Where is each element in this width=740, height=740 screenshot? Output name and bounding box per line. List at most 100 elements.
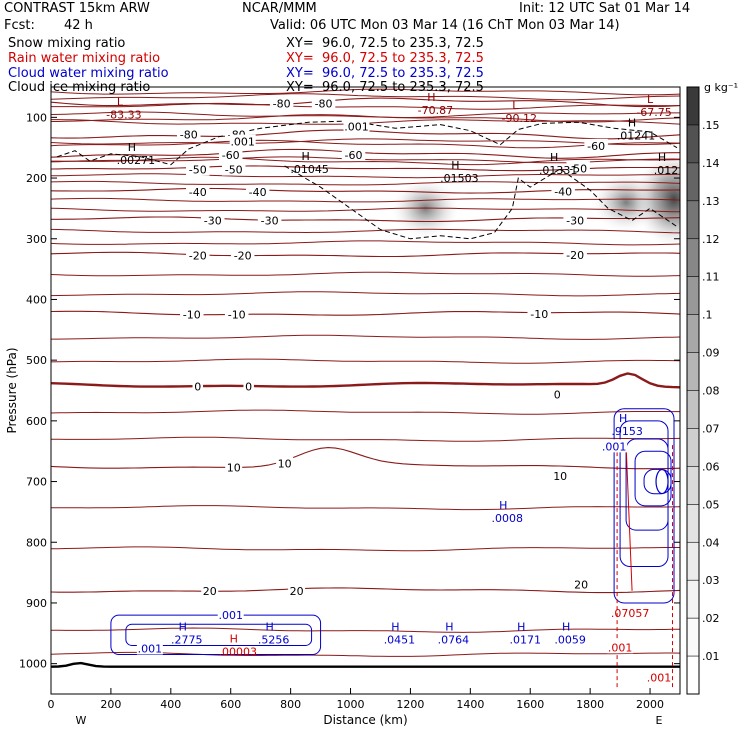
extremum-marker: H xyxy=(128,141,136,154)
temperature-label: -80 xyxy=(273,97,291,110)
extremum-value: .07057 xyxy=(611,607,650,620)
temperature-contour-minor xyxy=(51,291,680,297)
contour-labels: -80-80-80-80-60-60-60-50-50-50-40-40-40-… xyxy=(106,91,678,685)
extremum-marker: L xyxy=(117,95,124,108)
temperature-label: -80 xyxy=(315,97,333,110)
temperature-label: 0 xyxy=(245,380,252,393)
extremum-value: .0764 xyxy=(438,633,470,646)
contour-value-label-bg xyxy=(646,670,673,684)
cloud-water-contour xyxy=(655,468,669,495)
x-tick-label: 800 xyxy=(280,698,301,711)
temperature-label: -10 xyxy=(228,309,246,322)
colorbar-swatch xyxy=(687,162,699,202)
colorbar-swatch xyxy=(687,390,699,429)
temperature-contour-minor xyxy=(51,197,680,203)
extremum-marker: H xyxy=(451,159,459,172)
temperature-label-bg xyxy=(572,577,590,591)
contour-value-label: .001 xyxy=(230,136,255,149)
contour-value-label-bg xyxy=(601,439,628,453)
temperature-label: -30 xyxy=(204,215,222,228)
temperature-contour xyxy=(51,97,680,108)
temperature-contour-minor xyxy=(51,228,680,234)
y-tick-label: 400 xyxy=(26,293,47,306)
colorbar-swatch xyxy=(687,238,699,278)
colorbar-tick-label: .05 xyxy=(702,498,720,511)
temperature-label: -20 xyxy=(566,249,584,262)
y-tick-label: 600 xyxy=(26,415,47,428)
contour-value-label: .001 xyxy=(602,440,627,453)
y-tick-label: 200 xyxy=(26,172,47,185)
extremum-marker: H xyxy=(658,151,666,164)
extremum-marker: H xyxy=(179,620,187,633)
colorbar-tick-label: .08 xyxy=(702,385,720,398)
colorbar-swatch xyxy=(687,428,699,467)
y-tick-label: 700 xyxy=(26,476,47,489)
extremum-marker: H xyxy=(391,620,399,633)
temperature-label-bg xyxy=(186,185,210,199)
temperature-label: 20 xyxy=(574,579,588,592)
temperature-label: -40 xyxy=(554,185,572,198)
temperature-contour-minor xyxy=(51,139,680,149)
cloud-water-contour xyxy=(643,468,672,495)
temperature-label: -40 xyxy=(249,186,267,199)
field-xy-cloud-ice: XY= 96.0, 72.5 to 235.3, 72.5 xyxy=(286,80,484,95)
temperature-label-bg xyxy=(225,460,243,474)
colorbar-swatch xyxy=(687,87,699,126)
x-tick-label: 200 xyxy=(100,698,121,711)
extremum-value: .5256 xyxy=(258,633,290,646)
temperature-label-bg xyxy=(551,469,569,483)
terrain-line xyxy=(51,661,680,668)
plot-frame xyxy=(50,86,681,695)
colorbar-swatch xyxy=(687,276,699,316)
extremum-marker: H xyxy=(445,620,453,633)
temperature-contour-minor xyxy=(51,180,680,186)
extremum-value: .012 xyxy=(654,164,679,177)
temperature-contour xyxy=(51,447,680,470)
extremum-value: -67.75 xyxy=(636,106,671,119)
temperature-label-bg xyxy=(177,127,201,141)
temperature-label: -50 xyxy=(189,164,207,177)
valid-time: Valid: 06 UTC Mon 03 Mar 14 (16 ChT Mon … xyxy=(270,18,620,33)
colorbar-swatch xyxy=(687,656,699,694)
temperature-contour-minor xyxy=(51,627,680,633)
cloud-water-contour xyxy=(613,408,675,604)
init-time: Init: 12 UTC Sat 01 Mar 14 xyxy=(519,1,691,16)
extremum-value: .0008 xyxy=(492,512,524,525)
extremum-marker: H xyxy=(619,412,627,425)
extremum-value: .2775 xyxy=(171,633,203,646)
x-axis-label: Distance (km) xyxy=(323,713,407,727)
temperature-label-bg xyxy=(224,307,249,321)
temperature-label: 10 xyxy=(553,470,567,483)
temperature-contour-minor xyxy=(51,173,680,179)
temperature-label: -20 xyxy=(189,250,207,263)
temperature-label: -60 xyxy=(345,149,363,162)
extremum-marker: H xyxy=(230,632,238,645)
temperature-contour-minor xyxy=(51,156,680,166)
colorbar-tick-label: .07 xyxy=(702,422,720,435)
y-tick-label: 900 xyxy=(26,597,47,610)
contour-value-label-bg xyxy=(136,641,163,655)
temperature-contour-minor xyxy=(51,409,680,415)
contour-value-label-bg xyxy=(343,119,370,133)
temperature-contour-minor xyxy=(51,111,680,118)
temperature-label-bg xyxy=(563,248,587,262)
temperature-label: 0 xyxy=(194,380,201,393)
cloud-water-contour xyxy=(125,623,313,646)
temperature-contours xyxy=(51,88,680,668)
colorbar-swatch xyxy=(687,200,699,240)
field-name-snow: Snow mixing ratio xyxy=(8,36,126,51)
colorbar-swatch xyxy=(687,504,699,543)
extremum-value: .01241 xyxy=(617,130,656,143)
temperature-label-bg xyxy=(200,213,225,227)
temperature-label: 20 xyxy=(290,585,304,598)
contour-value-label-bg xyxy=(607,640,634,654)
extremum-marker: H xyxy=(517,620,525,633)
colorbar-tick-label: .04 xyxy=(702,536,720,549)
extremum-marker: L xyxy=(647,93,654,106)
plot-area xyxy=(51,87,680,694)
east-label: E xyxy=(656,714,663,727)
extremum-value: .00003 xyxy=(218,645,257,658)
y-tick-label: 1000 xyxy=(19,658,47,671)
